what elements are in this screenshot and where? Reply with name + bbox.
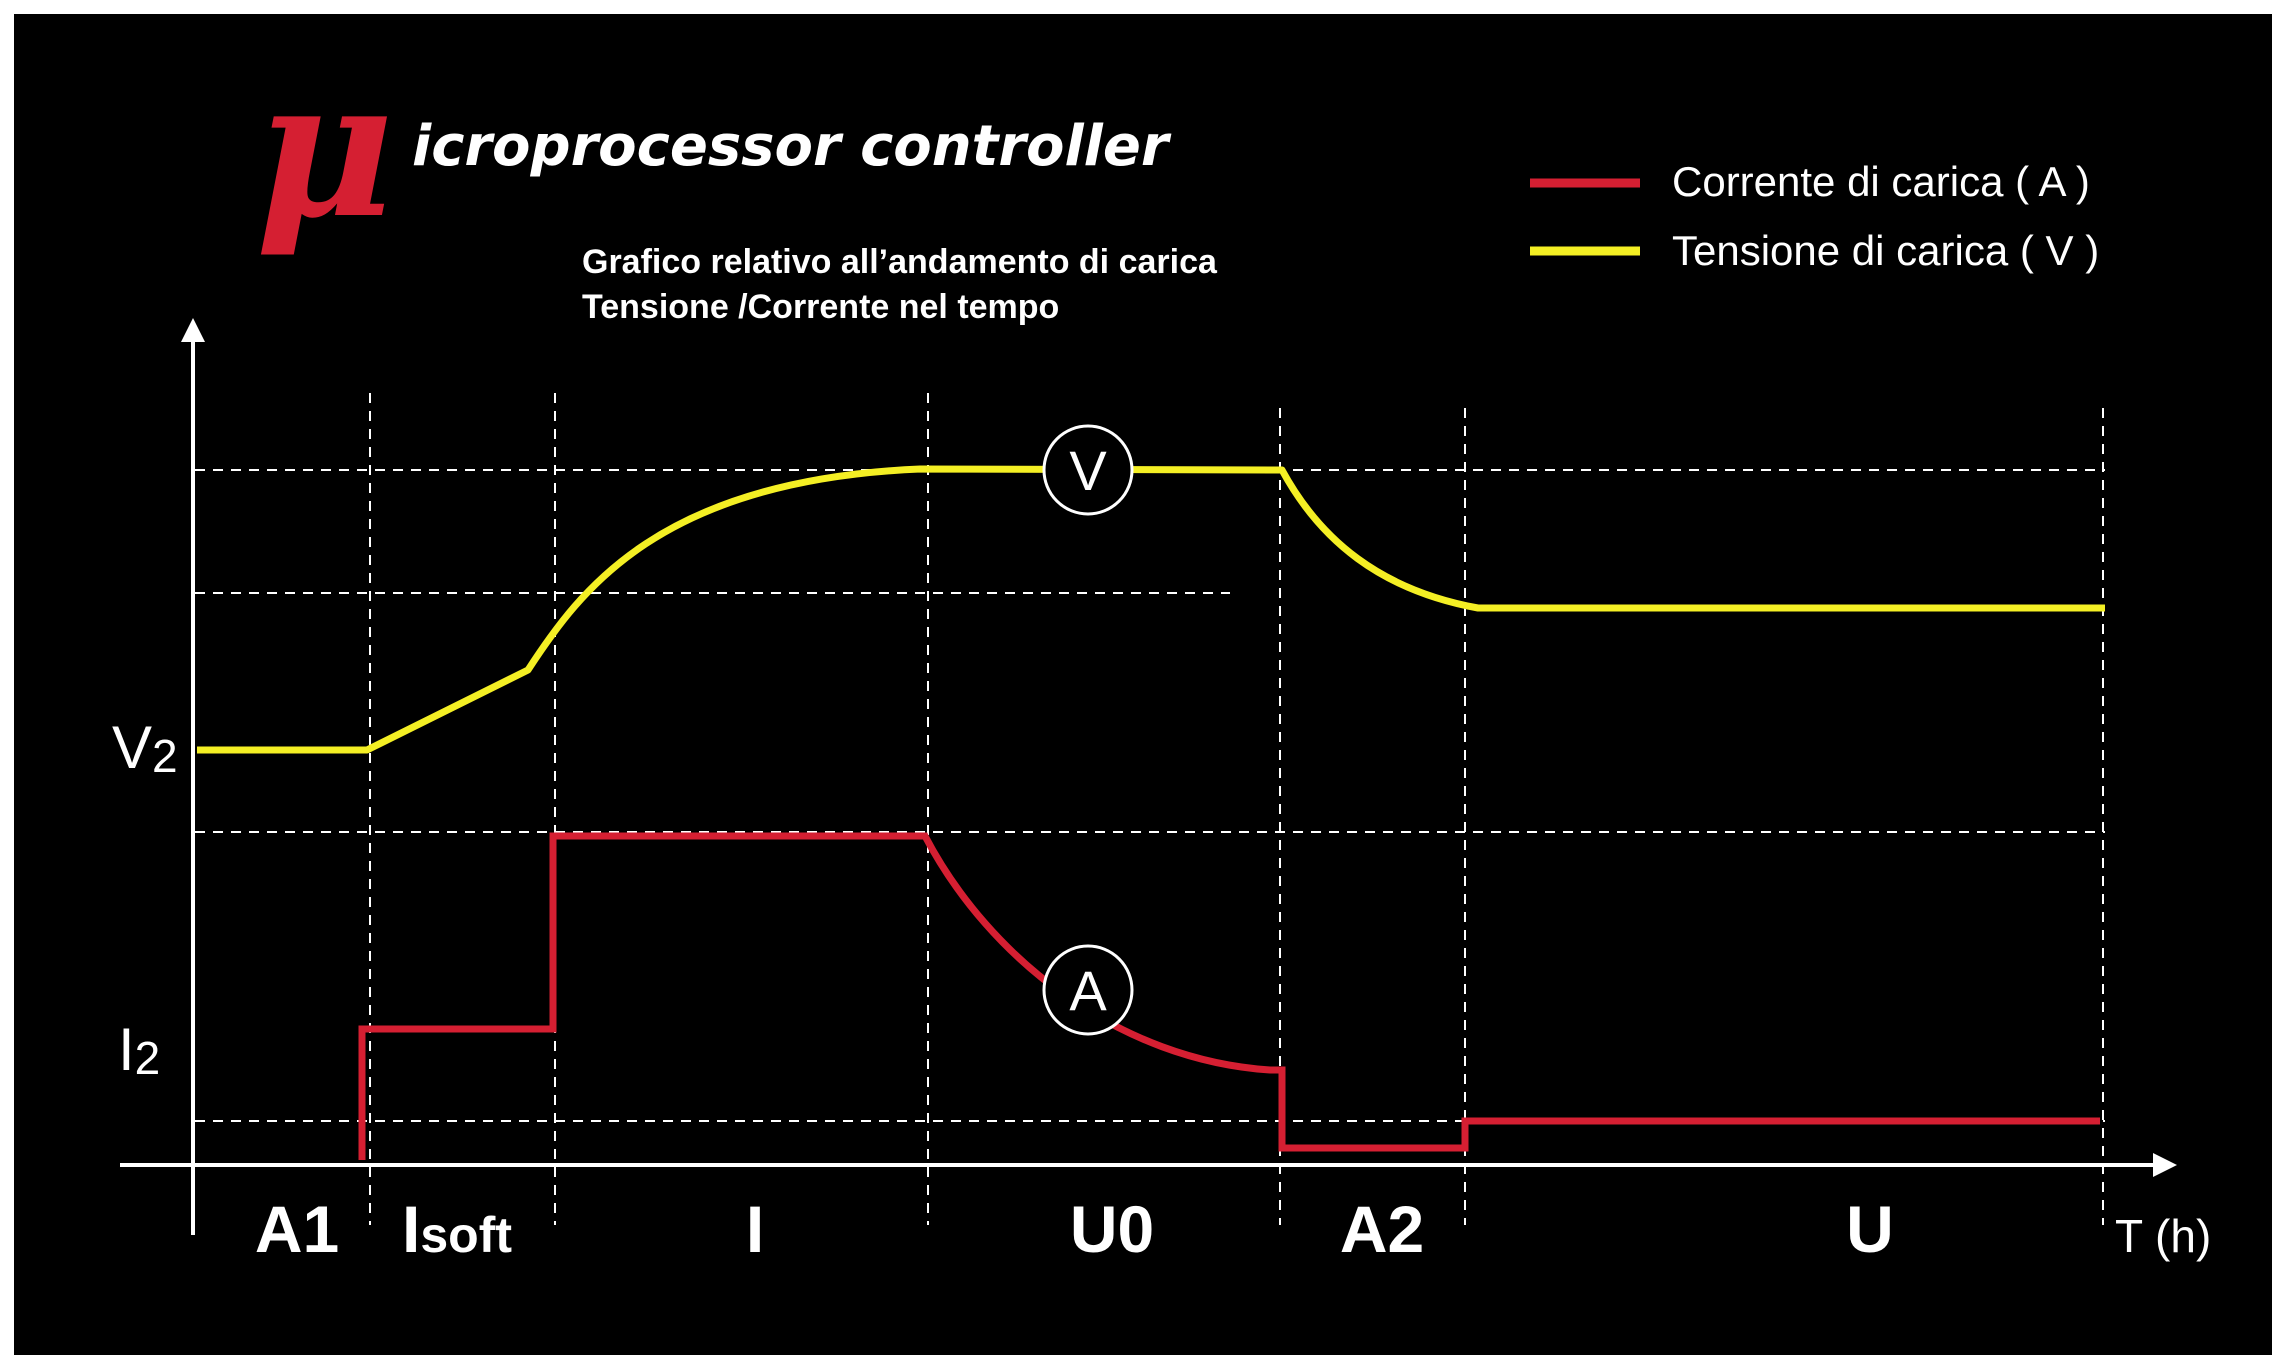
diagram-panel xyxy=(14,14,2272,1355)
phase-label-i: I xyxy=(746,1192,764,1266)
guide-lines xyxy=(195,393,2105,1225)
voltage-curve xyxy=(197,465,2105,754)
legend: Corrente di carica ( A ) Tensione di car… xyxy=(1530,158,2099,274)
title-text: icroprocessor controller xyxy=(412,114,1172,179)
x-label-time: T (h) xyxy=(2115,1210,2211,1262)
voltage-marker: V xyxy=(1042,424,1134,516)
phase-label-a1: A1 xyxy=(255,1192,339,1266)
y-label-voltage-main: V xyxy=(112,714,152,781)
phase-label-u0: U0 xyxy=(1070,1192,1154,1266)
y-label-voltage: V2 xyxy=(112,714,178,782)
title-mu-symbol: μ xyxy=(255,37,394,260)
phase-label-isoft-main: I xyxy=(402,1192,420,1266)
title: μ icroprocessor controller xyxy=(255,37,1172,260)
axes xyxy=(120,318,2177,1235)
current-curve xyxy=(358,832,2100,1160)
current-marker-label: A xyxy=(1069,959,1107,1022)
phase-labels: A1 Isoft I U0 A2 U xyxy=(255,1192,1894,1266)
phase-label-isoft-sub: soft xyxy=(420,1207,512,1263)
y-label-current-sub: 2 xyxy=(135,1032,161,1084)
y-label-current: I2 xyxy=(118,1016,160,1084)
current-marker: A xyxy=(1042,944,1134,1036)
voltage-marker-circle xyxy=(1042,424,1134,516)
phase-label-a2: A2 xyxy=(1340,1192,1424,1266)
current-marker-circle xyxy=(1042,944,1134,1036)
legend-label-current: Corrente di carica ( A ) xyxy=(1672,158,2090,205)
phase-label-isoft: Isoft xyxy=(402,1192,512,1266)
legend-label-voltage: Tensione di carica ( V ) xyxy=(1672,227,2099,274)
y-label-voltage-sub: 2 xyxy=(152,730,178,782)
y-label-current-main: I xyxy=(118,1016,135,1083)
phase-label-u: U xyxy=(1846,1192,1894,1266)
subtitle-line-2: Tensione /Corrente nel tempo xyxy=(582,288,1059,326)
voltage-marker-label: V xyxy=(1069,439,1107,502)
subtitle-line-1: Grafico relativo all’andamento di carica xyxy=(582,243,1218,281)
